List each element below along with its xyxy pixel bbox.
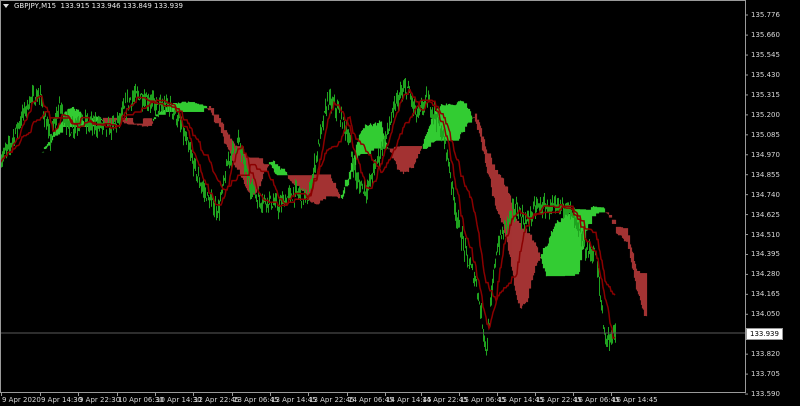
- x-tick-label: 14 Apr 06:45: [348, 396, 394, 404]
- y-tick-label: 134.280: [751, 270, 780, 279]
- y-tick-label: 134.970: [751, 150, 780, 159]
- y-tick-label: 135.200: [751, 110, 780, 119]
- y-tick-label: 133.705: [751, 370, 780, 379]
- symbol-label: GBPJPY,M15: [14, 2, 57, 10]
- current-price-label: 133.939: [746, 328, 783, 340]
- plot-border: [0, 0, 746, 393]
- y-tick-label: 134.740: [751, 190, 780, 199]
- x-tick-label: 12 Apr 22:45: [194, 396, 240, 404]
- x-tick-label: 16 Apr 14:45: [612, 396, 658, 404]
- y-tick-label: 134.395: [751, 250, 780, 259]
- ichimoku-lines: [0, 89, 616, 339]
- x-tick-label: 15 Apr 14:45: [498, 396, 544, 404]
- y-tick-label: 134.050: [751, 310, 780, 319]
- x-tick-label: 15 Apr 22:45: [536, 396, 582, 404]
- y-tick-label: 135.085: [751, 130, 780, 139]
- x-tick-label: 13 Apr 06:45: [233, 396, 279, 404]
- kijun-sen-line: [0, 98, 616, 303]
- y-tick-label: 133.820: [751, 350, 780, 359]
- y-tick-label: 135.315: [751, 90, 780, 99]
- y-tick-label: 134.510: [751, 230, 780, 239]
- x-tick-label: 10 Apr 06:30: [118, 396, 164, 404]
- x-tick-label: 14 Apr 22:45: [422, 396, 468, 404]
- x-tick-label: 13 Apr 14:45: [271, 396, 317, 404]
- x-tick-label: 16 Apr 06:45: [574, 396, 620, 404]
- y-tick-label: 135.776: [751, 11, 780, 19]
- x-tick-label: 9 Apr 2020: [2, 396, 41, 404]
- dropdown-triangle-icon[interactable]: [3, 4, 9, 8]
- chart-header: GBPJPY,M15 133.915 133.946 133.849 133.9…: [3, 2, 183, 10]
- y-tick-label: 135.660: [751, 31, 780, 40]
- y-tick-label: 133.590: [751, 390, 780, 399]
- x-tick-label: 14 Apr 14:45: [386, 396, 432, 404]
- ohlc-values: 133.915 133.946 133.849 133.939: [60, 2, 183, 10]
- y-tick-label: 135.545: [751, 51, 780, 60]
- y-tick-label: 134.855: [751, 170, 780, 179]
- tenkan-sen-line: [0, 89, 616, 339]
- x-tick-label: 15 Apr 06:45: [460, 396, 506, 404]
- x-tick-label: 13 Apr 22:45: [309, 396, 355, 404]
- x-tick-label: 9 Apr 22:30: [79, 396, 121, 404]
- y-tick-label: 134.625: [751, 210, 780, 219]
- y-tick-label: 135.430: [751, 70, 780, 79]
- axis-ticks: [1, 14, 748, 396]
- ichimoku-cloud: [41, 100, 648, 317]
- x-tick-label: 9 Apr 14:30: [41, 396, 83, 404]
- y-tick-label: 134.165: [751, 290, 780, 299]
- x-tick-label: 10 Apr 14:30: [156, 396, 202, 404]
